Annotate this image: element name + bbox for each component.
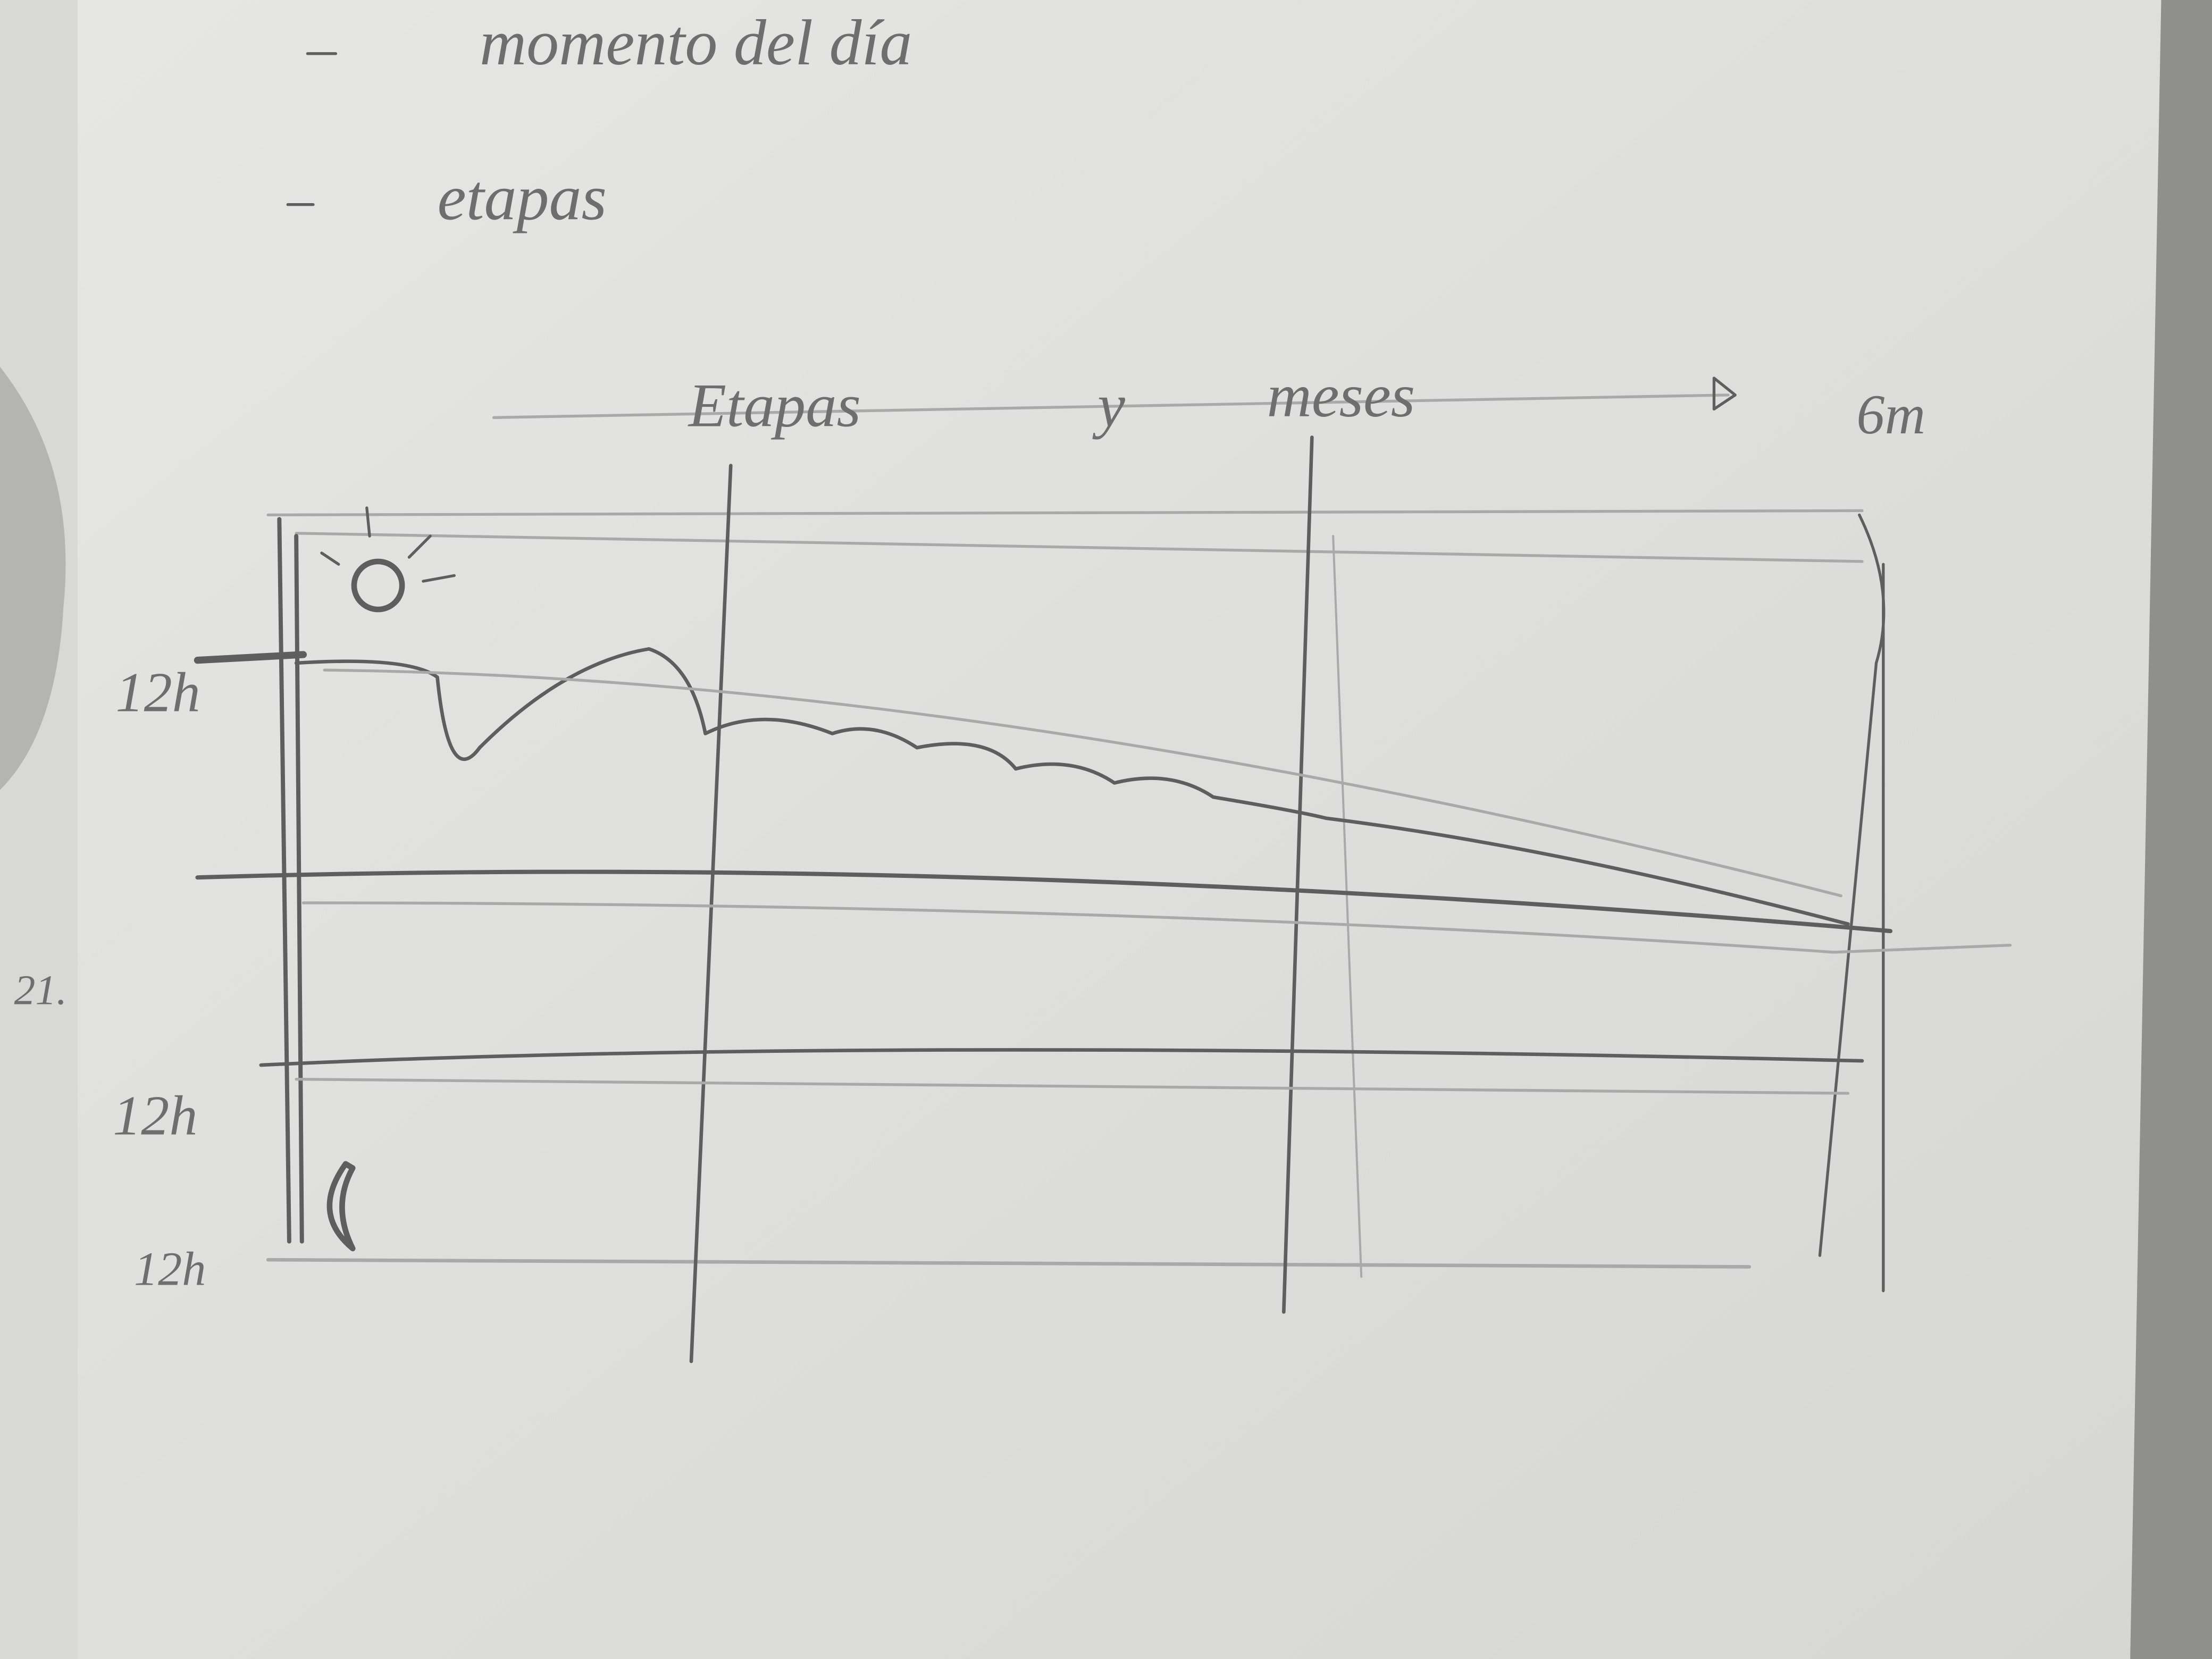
- note: momento del día: [480, 7, 912, 79]
- y-label: 12h: [134, 1242, 206, 1295]
- frame-top: [266, 509, 1864, 563]
- y-label: 12h: [116, 661, 200, 724]
- previous-page-hatching: [0, 366, 66, 790]
- activity-curve: [294, 647, 1850, 926]
- stage-divider: [1281, 435, 1314, 1314]
- noon-tick: [194, 651, 307, 664]
- x-axis-word: meses: [1267, 362, 1415, 430]
- arrow-head: [1712, 376, 1737, 411]
- stage-divider: [689, 464, 733, 1363]
- mid-line: [195, 869, 1893, 933]
- x-axis-end: 6m: [1856, 383, 1925, 446]
- moon-icon: [326, 1161, 356, 1252]
- paper: [77, 0, 2161, 1659]
- night-line: [259, 1048, 1864, 1067]
- night-line-faint: [295, 1077, 1850, 1095]
- sun-icon: [351, 558, 405, 613]
- x-axis-word: Etapas: [688, 371, 861, 440]
- frame-right: [1818, 513, 1886, 1293]
- previous-page: [0, 0, 85, 1659]
- stage-divider-faint: [1332, 535, 1363, 1278]
- margin-mark: 21.: [14, 967, 67, 1014]
- mid-line-faint: [301, 901, 2012, 954]
- trend-line: [323, 668, 1842, 898]
- x-axis-word: y: [1092, 371, 1125, 440]
- x-axis-arrow: [492, 393, 1730, 419]
- y-label: 12h: [113, 1084, 197, 1147]
- note: etapas: [437, 162, 607, 234]
- frame-bottom: [266, 1258, 1752, 1269]
- sun-rays: [320, 506, 456, 583]
